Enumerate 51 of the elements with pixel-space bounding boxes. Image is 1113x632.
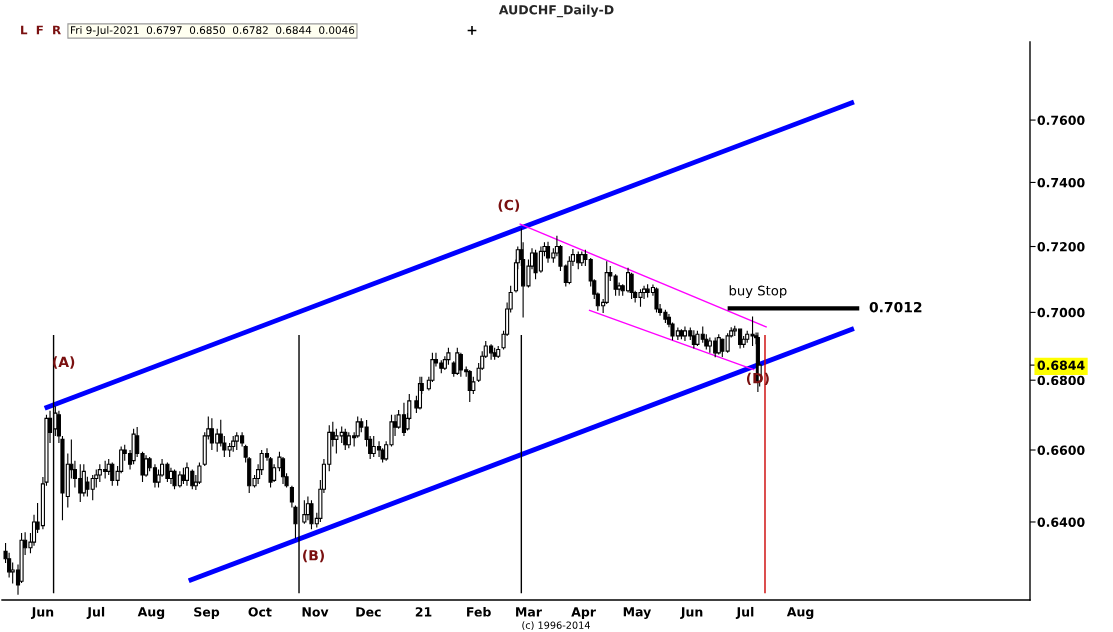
candlestick [143,454,149,478]
candlestick [467,369,472,403]
candlestick [289,485,294,508]
y-tick-label: 0.7000 [1037,307,1085,318]
candlestick [691,329,696,349]
candlestick [231,435,236,453]
y-tick-label: 0.7200 [1037,241,1085,252]
x-tick-label: May [623,607,652,620]
candlestick [455,347,460,376]
x-tick-label: Apr [571,607,596,620]
annotation: buy Stop [729,285,787,299]
candlestick [81,463,86,498]
text: L F R [21,25,61,35]
text: + [467,26,477,35]
y-tick-label: 0.6400 [1037,517,1085,527]
y-tick-label: 0.7600 [1037,115,1085,125]
candlestick [679,328,684,340]
y-tick-label: 0.6844 [1037,360,1085,371]
candlestick [343,428,348,451]
annotation: (B) [303,549,324,563]
x-tick-label: Mar [516,607,542,617]
x-tick-label: Jun [680,607,703,619]
text: (c) 1996-2014 [522,621,590,630]
candlestick [446,347,451,366]
x-tick-label: Dec [356,607,381,617]
candlestick [654,286,659,313]
y-tick-label: 0.6800 [1037,375,1085,386]
chart-title: AUDCHF_Daily-D [498,4,614,18]
candlestick [280,456,286,485]
candlestick [376,440,382,458]
candlestick [682,325,688,342]
x-tick-label: Sep [194,607,220,620]
x-tick-label: Jul [86,606,105,619]
candlestick [492,347,497,361]
candlestick [496,345,501,359]
y-tick-label: 0.7400 [1037,177,1085,188]
candlestick [184,461,190,487]
x-tick-label: Jun [30,607,54,619]
x-tick-label: 21 [415,607,432,617]
annotation: 0.7012 [869,301,922,313]
x-tick-label: Aug [137,607,165,620]
annotation: (C) [498,199,520,212]
x-tick-label: Nov [302,607,329,617]
x-tick-label: Oct [248,607,272,617]
x-tick-label: Aug [786,607,814,620]
candlestick [302,499,307,525]
y-tick-label: 0.6600 [1037,445,1085,455]
candlestick [629,272,634,300]
x-tick-label: Jul [735,606,754,619]
text: Fri 9-Jul-2021 0.6797 0.6850 0.6782 0.6844 0.0046 [71,25,355,36]
x-tick-label: Feb [467,606,491,617]
